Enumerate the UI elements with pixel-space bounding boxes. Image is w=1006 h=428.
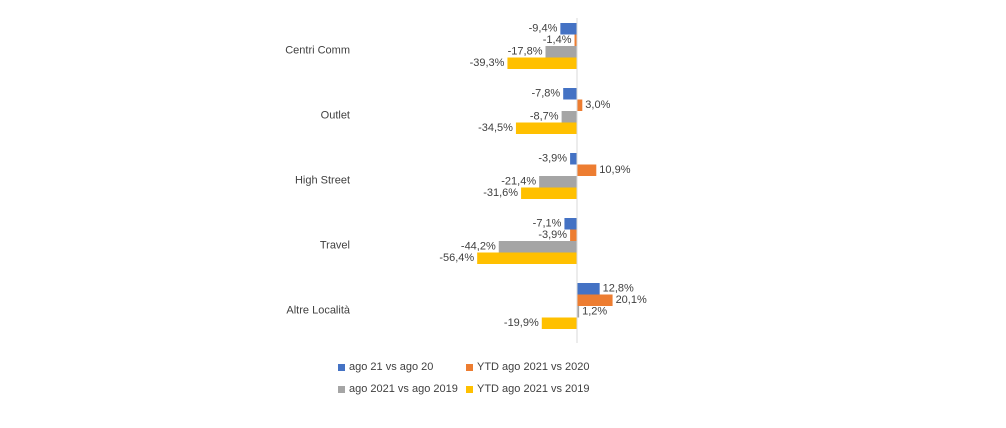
bar — [515, 122, 577, 134]
data-label: 10,9% — [599, 164, 630, 176]
legend-label: YTD ago 2021 vs 2019 — [477, 383, 590, 395]
bar — [577, 294, 613, 306]
data-label: -7,8% — [531, 88, 560, 100]
legend-label: YTD ago 2021 vs 2020 — [477, 361, 590, 373]
bar — [577, 164, 597, 176]
bar — [545, 46, 577, 58]
legend-row: ago 21 vs ago 20 YTD ago 2021 vs 2020 — [338, 356, 638, 378]
data-label: -17,8% — [508, 46, 543, 58]
bar — [570, 153, 577, 165]
data-label: -39,3% — [470, 57, 505, 69]
category-label: Travel — [320, 239, 350, 251]
bar — [564, 218, 577, 230]
bar — [574, 34, 577, 46]
category-labels-group: Centri Comm Outlet High Street Travel Altre … — [285, 44, 351, 316]
bar — [539, 176, 577, 188]
category-label: Outlet — [321, 109, 350, 121]
data-label: -56,4% — [439, 252, 474, 264]
data-label: -44,2% — [461, 241, 496, 253]
data-label: -19,9% — [504, 317, 539, 329]
data-label: -1,4% — [543, 34, 572, 46]
data-label: -31,6% — [483, 187, 518, 199]
legend-label: ago 21 vs ago 20 — [349, 361, 434, 373]
legend-swatch — [466, 385, 473, 393]
bar — [563, 88, 577, 100]
bar — [560, 23, 577, 35]
data-label: 1,2% — [582, 306, 607, 318]
legend-item: YTD ago 2021 vs 2020 — [466, 361, 590, 373]
bar — [498, 241, 577, 253]
legend-label: ago 2021 vs ago 2019 — [349, 383, 458, 395]
legend-item: YTD ago 2021 vs 2019 — [466, 383, 590, 395]
category-label: High Street — [295, 174, 350, 186]
data-label: -21,4% — [501, 176, 536, 188]
legend-swatch — [338, 363, 345, 371]
legend-item: ago 21 vs ago 20 — [338, 361, 466, 373]
bar — [507, 57, 577, 69]
data-label: 12,8% — [603, 283, 634, 295]
legend: ago 21 vs ago 20 YTD ago 2021 vs 2020 ag… — [338, 356, 638, 400]
data-label: -8,7% — [530, 111, 559, 123]
data-label: -34,5% — [478, 122, 513, 134]
data-label: 20,1% — [616, 294, 647, 306]
bar — [541, 317, 577, 329]
legend-swatch — [338, 385, 345, 393]
data-label: -9,4% — [529, 23, 558, 35]
bar — [577, 99, 583, 111]
bar — [561, 111, 577, 123]
bar — [477, 252, 577, 264]
legend-swatch — [466, 363, 473, 371]
data-label: 3,0% — [585, 99, 610, 111]
data-labels-group: -9,4%-1,4%-17,8%-39,3% -7,8% 3,0% -8,7% -34,… — [439, 23, 647, 330]
category-label: Altre Località — [286, 304, 350, 316]
bar — [521, 187, 577, 199]
data-label: -3,9% — [538, 153, 567, 165]
bars-group — [477, 23, 613, 329]
legend-row: ago 2021 vs ago 2019 YTD ago 2021 vs 201… — [338, 378, 638, 400]
legend-item: ago 2021 vs ago 2019 — [338, 383, 466, 395]
category-label: Centri Comm — [285, 44, 350, 56]
bar — [577, 283, 600, 295]
bar — [570, 229, 577, 241]
bar — [577, 306, 580, 318]
data-label: -3,9% — [538, 229, 567, 241]
data-label: -7,1% — [533, 218, 562, 230]
